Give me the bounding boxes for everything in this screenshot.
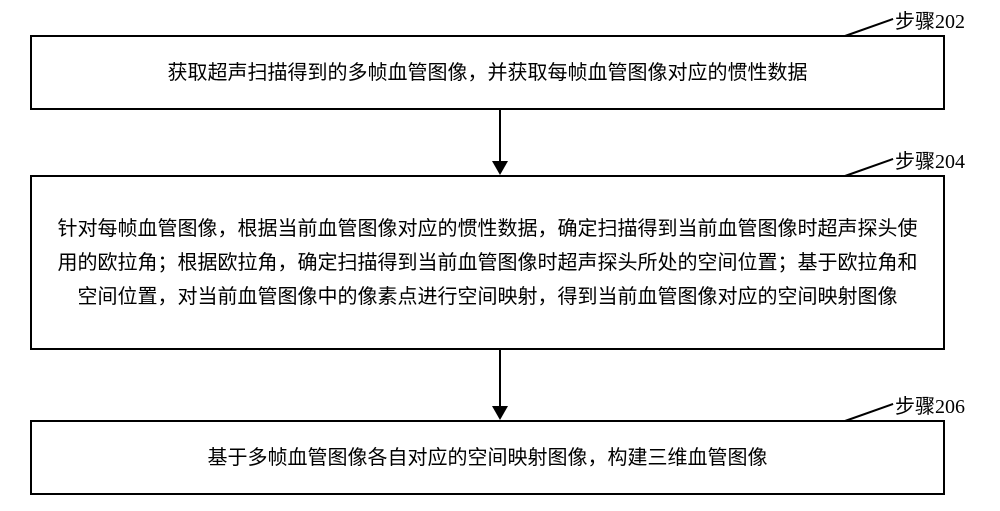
- step-box-202: 获取超声扫描得到的多帧血管图像，并获取每帧血管图像对应的惯性数据: [30, 35, 945, 110]
- arrow-1-head-icon: [492, 161, 508, 175]
- arrow-1-line: [499, 110, 501, 161]
- step-box-206-text: 基于多帧血管图像各自对应的空间映射图像，构建三维血管图像: [208, 441, 768, 475]
- arrow-2-head-icon: [492, 406, 508, 420]
- step-box-204: 针对每帧血管图像，根据当前血管图像对应的惯性数据，确定扫描得到当前血管图像时超声…: [30, 175, 945, 350]
- arrow-2-line: [499, 350, 501, 406]
- step-box-206: 基于多帧血管图像各自对应的空间映射图像，构建三维血管图像: [30, 420, 945, 495]
- flowchart-canvas: 获取超声扫描得到的多帧血管图像，并获取每帧血管图像对应的惯性数据 针对每帧血管图…: [0, 0, 1000, 511]
- step-box-202-text: 获取超声扫描得到的多帧血管图像，并获取每帧血管图像对应的惯性数据: [168, 56, 808, 90]
- step-label-206: 步骤206: [895, 390, 965, 419]
- step-label-204: 步骤204: [895, 145, 965, 174]
- step-box-204-text: 针对每帧血管图像，根据当前血管图像对应的惯性数据，确定扫描得到当前血管图像时超声…: [52, 212, 923, 314]
- step-label-202: 步骤202: [895, 5, 965, 34]
